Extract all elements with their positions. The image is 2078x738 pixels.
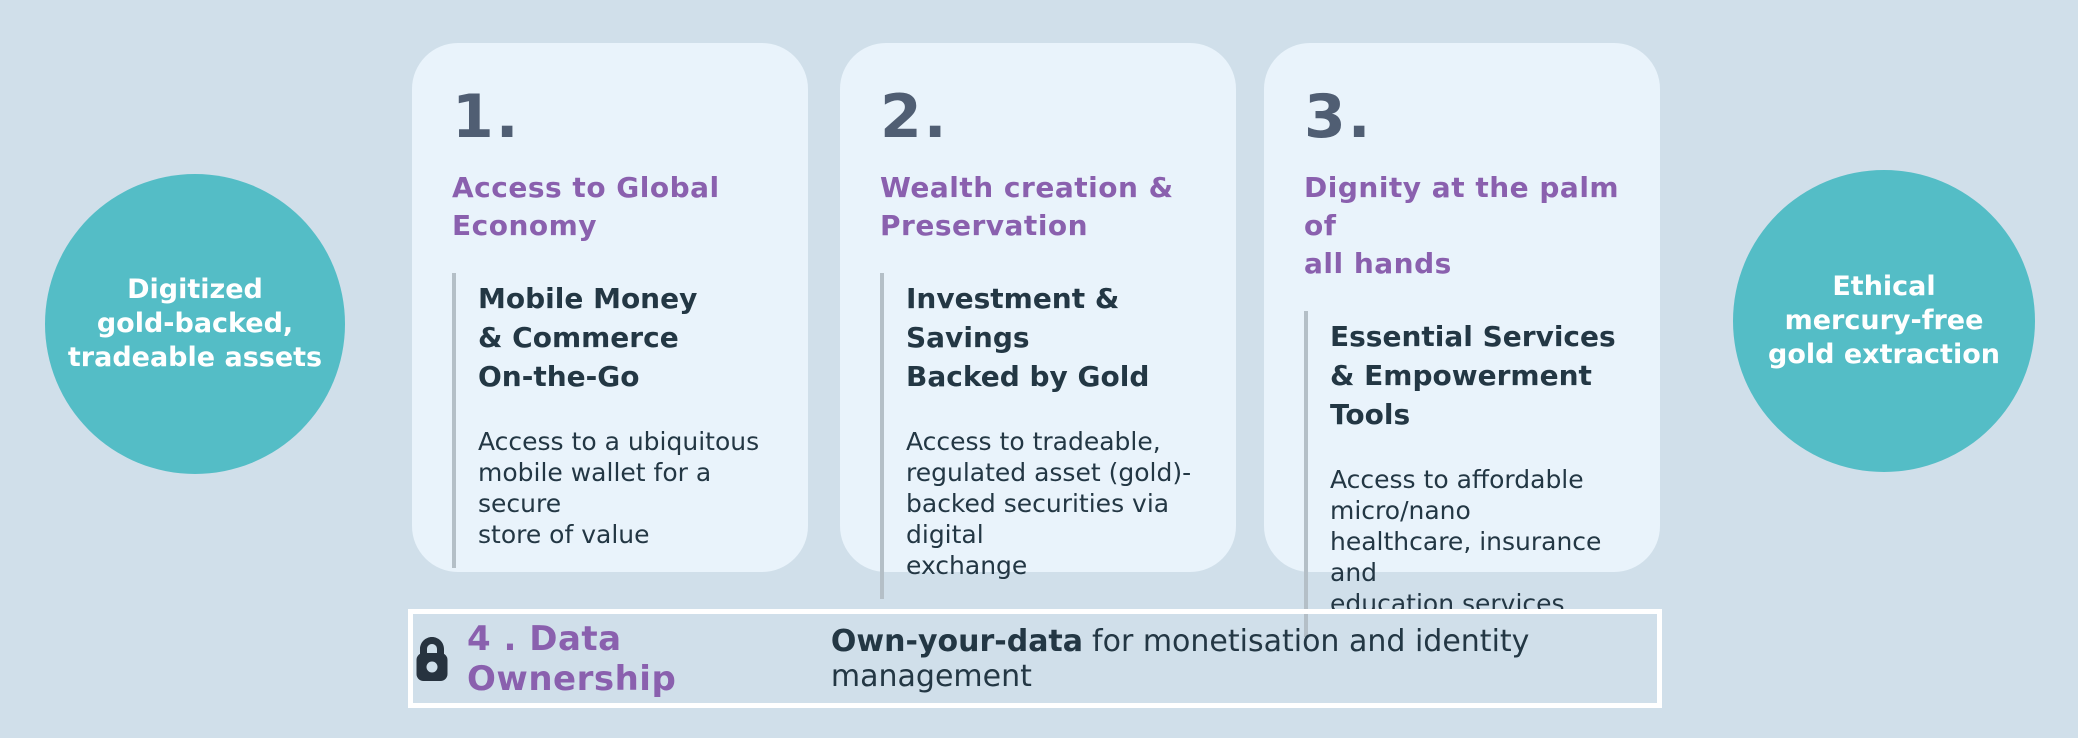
data-ownership-bar: 4 . Data Ownership Own-your-data for mone… xyxy=(408,609,1662,708)
card-body: Access to tradeable, regulated asset (go… xyxy=(906,427,1192,580)
lock-icon xyxy=(413,634,451,684)
card-title: Access to Global Economy xyxy=(452,171,720,242)
card-body: Access to a ubiquitous mobile wallet for… xyxy=(478,427,760,549)
footer-text: Own-your-data for monetisation and identi… xyxy=(831,624,1657,694)
card-number: 2. xyxy=(880,82,949,152)
card-subtitle: Essential Services & Empowerment Tools xyxy=(1330,320,1616,431)
card-subtitle: Mobile Money & Commerce On-the-Go xyxy=(478,282,698,393)
benefit-card-2: 2. Wealth creation & Preservation Invest… xyxy=(840,43,1236,599)
card-body: Access to affordable micro/nano healthca… xyxy=(1330,465,1602,618)
accent-rule-block: Mobile Money & Commerce On-the-Go Access… xyxy=(452,273,772,568)
card-number: 1. xyxy=(452,82,521,152)
benefit-card-3: 3. Dignity at the palm of all hands Esse… xyxy=(1264,43,1660,637)
right-circle-label: Ethical mercury-free gold extraction xyxy=(1768,271,2000,370)
card-title: Wealth creation & Preservation xyxy=(880,171,1174,242)
benefit-card-1: 1. Access to Global Economy Mobile Money… xyxy=(412,43,808,572)
left-circle: Digitized gold-backed, tradeable assets xyxy=(45,174,345,474)
card-number: 3. xyxy=(1304,82,1373,152)
card-title: Dignity at the palm of all hands xyxy=(1304,171,1620,280)
right-circle: Ethical mercury-free gold extraction xyxy=(1733,170,2035,472)
footer-label: 4 . Data Ownership xyxy=(467,618,677,699)
card-subtitle: Investment & Savings Backed by Gold xyxy=(906,282,1150,393)
left-circle-label: Digitized gold-backed, tradeable assets xyxy=(67,274,323,373)
accent-rule-block: Investment & Savings Backed by Gold Acce… xyxy=(880,273,1200,599)
accent-rule-block: Essential Services & Empowerment Tools A… xyxy=(1304,311,1624,637)
footer-rest: for monetisation and identity management xyxy=(830,623,1530,694)
footer-highlight: Own-your-data xyxy=(830,623,1084,659)
